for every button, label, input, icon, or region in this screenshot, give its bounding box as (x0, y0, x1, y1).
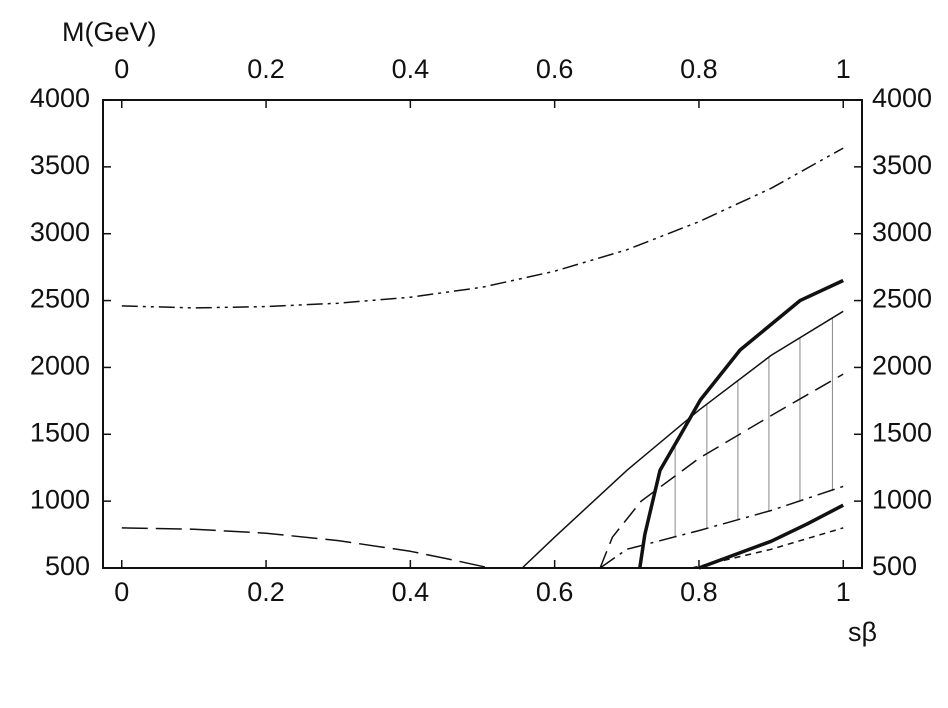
y-right-tick-label: 3000 (872, 217, 932, 247)
x-top-tick-label: 0.8 (680, 54, 718, 84)
x-top-tick-label: 0.2 (247, 54, 285, 84)
y-tick-label: 1000 (30, 484, 90, 514)
x-tick-label: 0.4 (392, 577, 430, 607)
y-right-tick-label: 3500 (872, 150, 932, 180)
curve (121, 527, 490, 569)
y-tick-label: 3500 (30, 150, 90, 180)
y-right-tick-label: 2000 (872, 351, 932, 381)
curve (599, 373, 844, 569)
x-top-tick-label: 0 (114, 54, 129, 84)
y-right-tick-label: 1000 (872, 484, 932, 514)
y-right-tick-label: 500 (872, 551, 917, 581)
x-top-tick-label: 0.6 (536, 54, 574, 84)
x-tick-label: 0 (114, 577, 129, 607)
curve (638, 278, 844, 569)
y-right-tick-label: 2500 (872, 284, 932, 314)
curve (121, 147, 844, 309)
y-tick-label: 1500 (30, 417, 90, 447)
x-tick-label: 0.2 (247, 577, 285, 607)
x-tick-label: 1 (836, 577, 851, 607)
y-tick-label: 500 (45, 551, 90, 581)
x-tick-label: 0.8 (680, 577, 718, 607)
x-tick-label: 0.6 (536, 577, 574, 607)
y-tick-label: 3000 (30, 217, 90, 247)
y-right-tick-label: 1500 (872, 417, 932, 447)
curve (599, 485, 844, 569)
curve (691, 527, 844, 569)
curve (698, 503, 845, 570)
y-right-tick-label: 4000 (872, 83, 932, 113)
y-tick-label: 4000 (30, 83, 90, 113)
x-axis-label: sβ (848, 617, 877, 647)
x-top-tick-label: 0.4 (392, 54, 430, 84)
y-tick-label: 2500 (30, 284, 90, 314)
curve (521, 310, 844, 569)
y-axis-label: M(GeV) (62, 17, 157, 47)
x-top-tick-label: 1 (836, 54, 851, 84)
plot-frame (102, 99, 863, 569)
y-tick-label: 2000 (30, 351, 90, 381)
